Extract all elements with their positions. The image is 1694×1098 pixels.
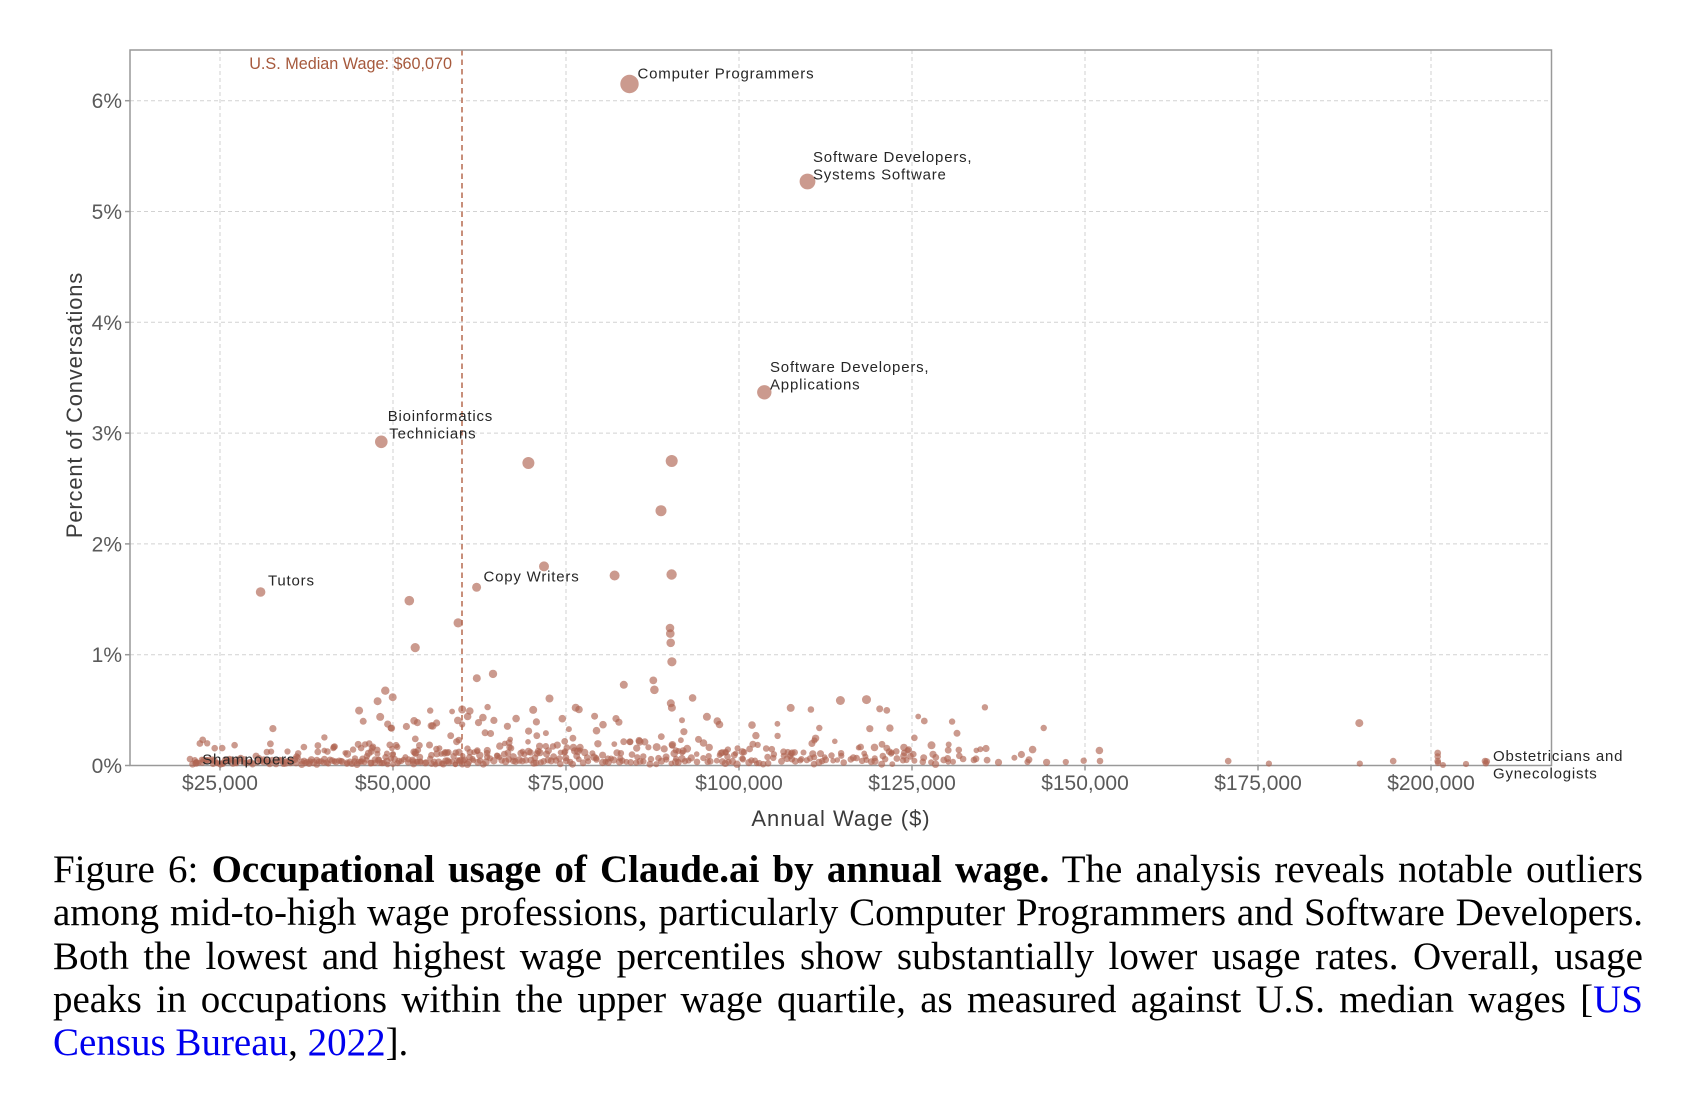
svg-text:Percent of Conversations: Percent of Conversations	[62, 272, 87, 538]
svg-text:Software Developers,: Software Developers,	[770, 359, 929, 376]
svg-text:Bioinformatics: Bioinformatics	[388, 408, 493, 425]
svg-text:$125,000: $125,000	[868, 772, 956, 795]
svg-text:6%: 6%	[92, 90, 122, 113]
svg-text:U.S. Median Wage: $60,070: U.S. Median Wage: $60,070	[249, 55, 452, 73]
svg-text:Applications: Applications	[770, 377, 860, 394]
svg-text:Gynecologists: Gynecologists	[1493, 766, 1598, 783]
svg-text:2%: 2%	[92, 533, 122, 556]
svg-text:0%: 0%	[92, 755, 122, 778]
svg-text:$50,000: $50,000	[355, 772, 431, 795]
svg-text:Software Developers,: Software Developers,	[813, 149, 972, 166]
svg-text:Copy Writers: Copy Writers	[484, 569, 580, 586]
svg-text:5%: 5%	[92, 201, 122, 224]
svg-text:Computer Programmers: Computer Programmers	[638, 66, 815, 83]
svg-text:Shampooers: Shampooers	[202, 752, 295, 769]
svg-text:$150,000: $150,000	[1041, 772, 1129, 795]
svg-text:1%: 1%	[92, 644, 122, 667]
svg-text:$75,000: $75,000	[528, 772, 604, 795]
svg-text:Tutors: Tutors	[268, 573, 315, 590]
svg-text:3%: 3%	[92, 423, 122, 446]
svg-text:$175,000: $175,000	[1214, 772, 1302, 795]
svg-text:$25,000: $25,000	[182, 772, 258, 795]
svg-text:Annual Wage ($): Annual Wage ($)	[751, 806, 930, 831]
svg-text:Obstetricians and: Obstetricians and	[1493, 748, 1623, 765]
svg-text:Systems Software: Systems Software	[813, 167, 947, 184]
svg-text:4%: 4%	[92, 312, 122, 335]
svg-text:$100,000: $100,000	[695, 772, 783, 795]
svg-text:$200,000: $200,000	[1387, 772, 1475, 795]
svg-text:Technicians: Technicians	[389, 425, 476, 442]
